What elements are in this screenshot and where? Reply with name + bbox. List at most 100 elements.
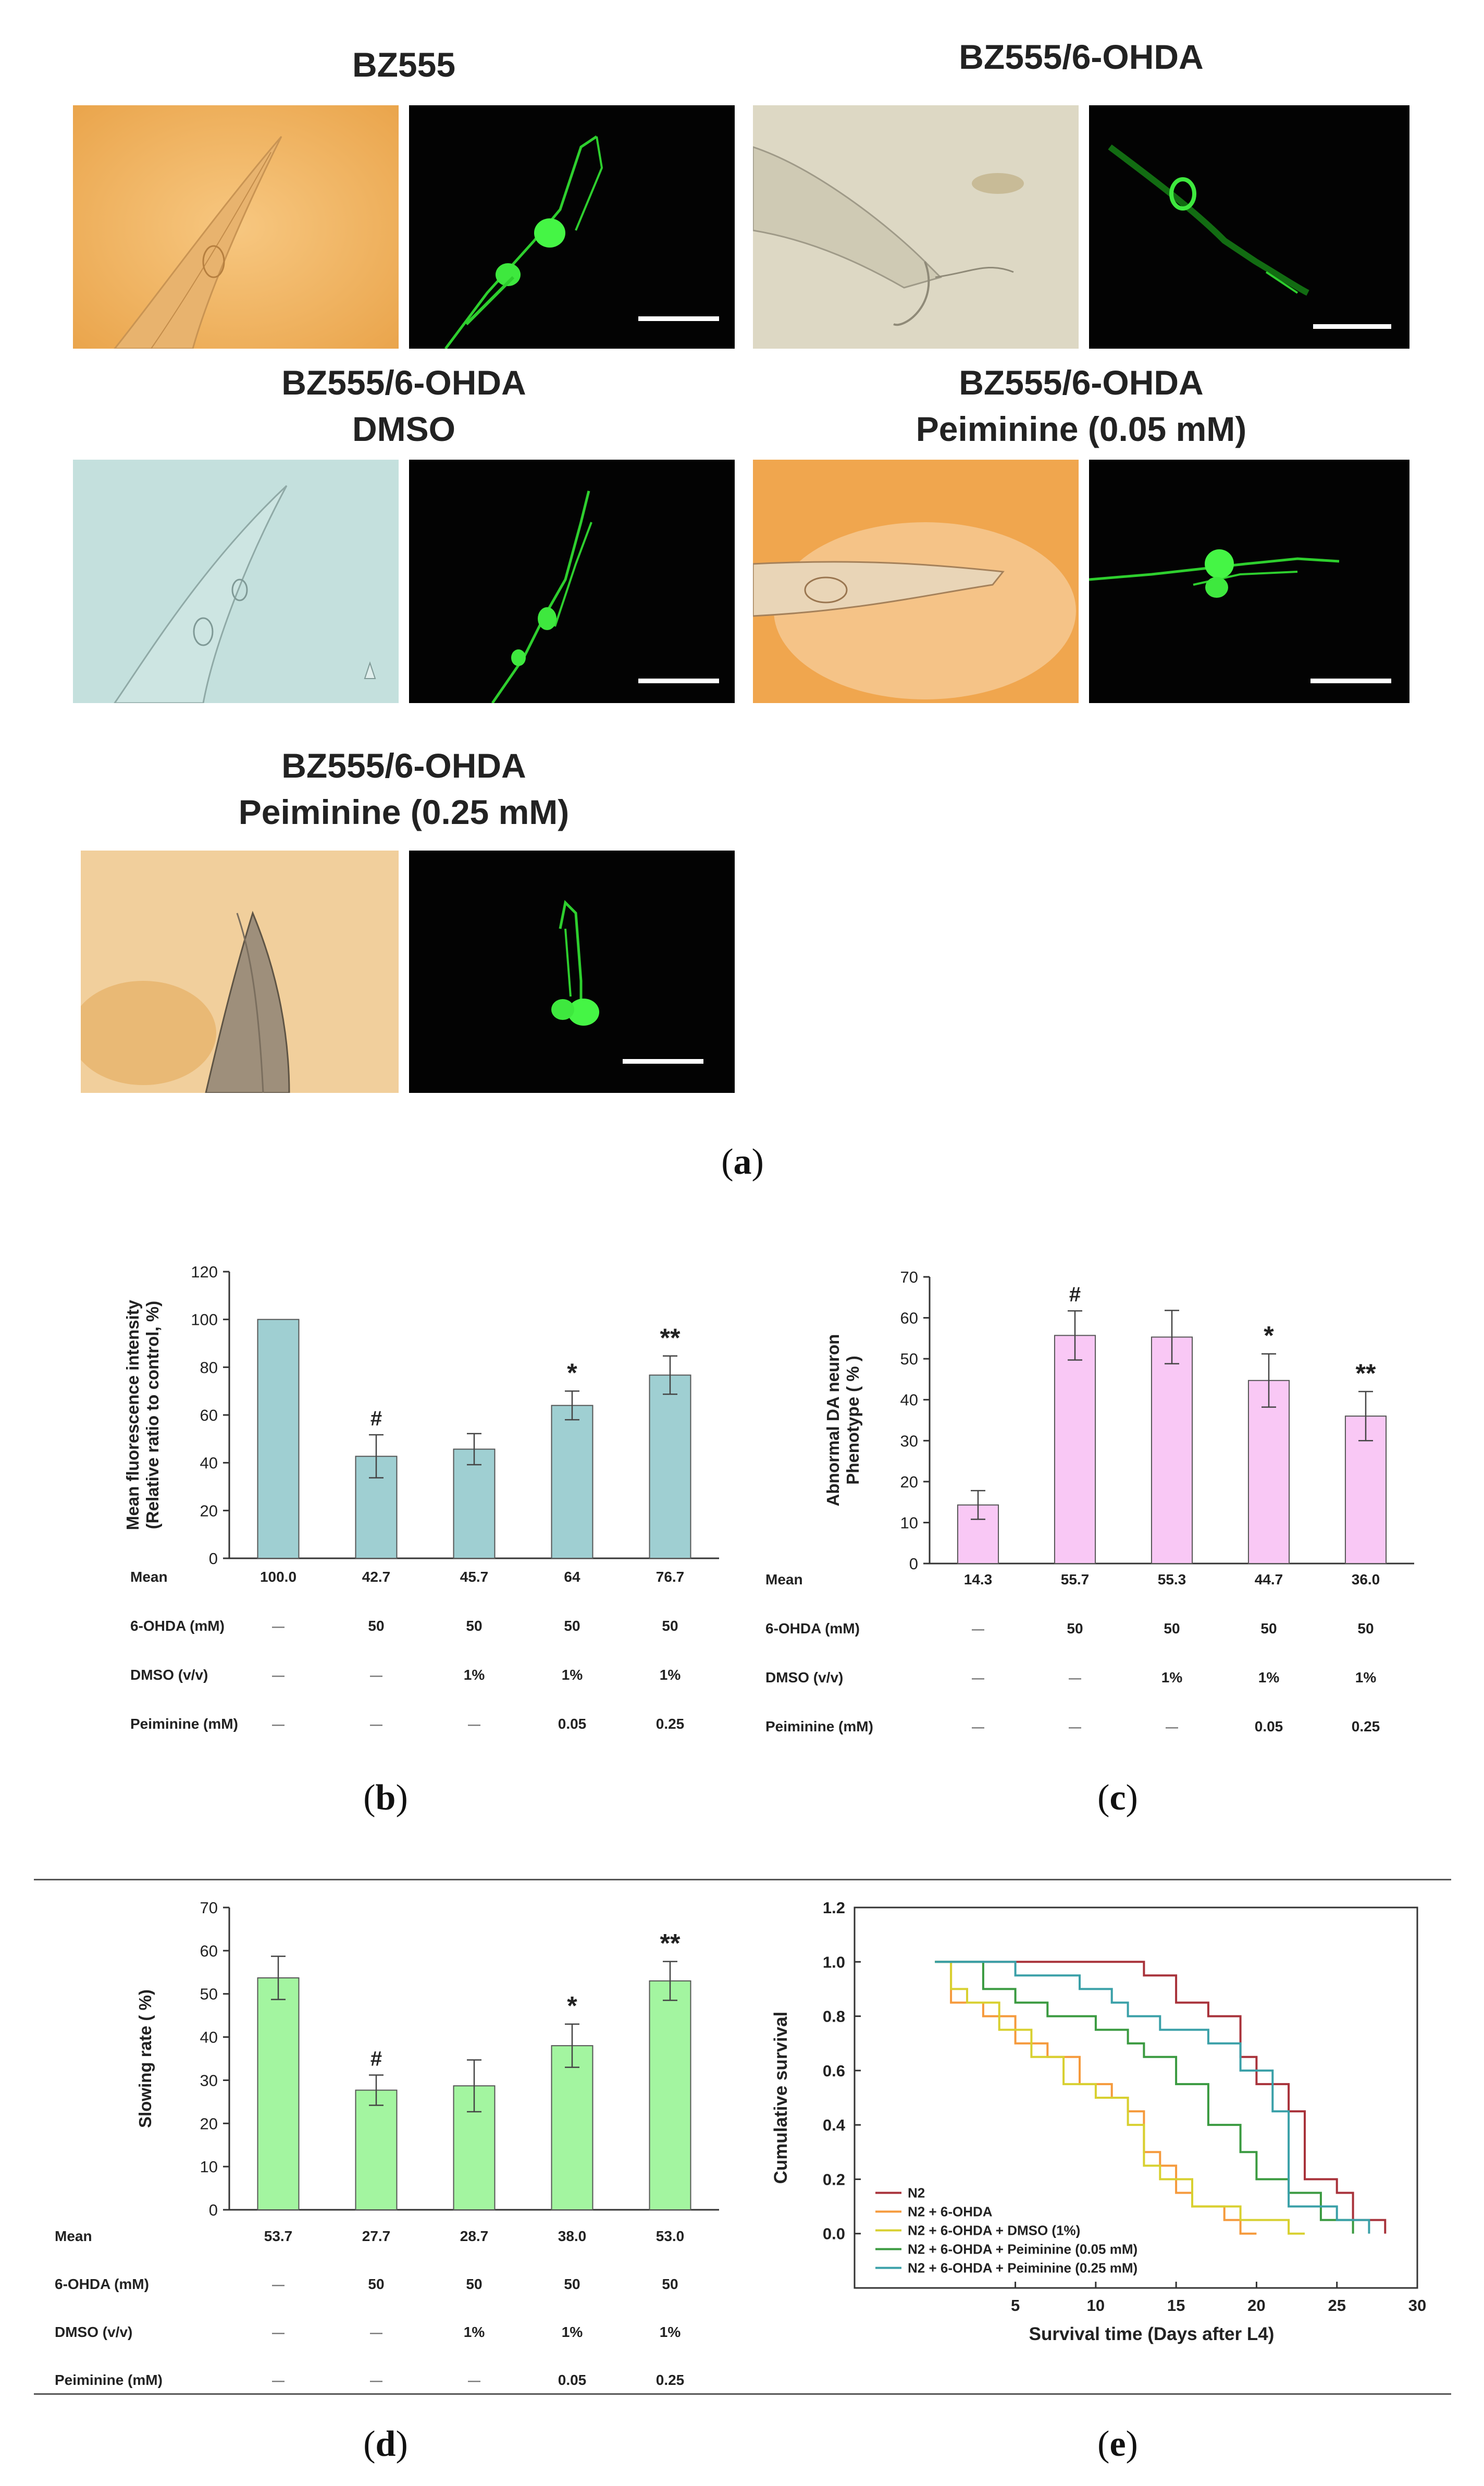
significance-mark: * [567,1991,577,2021]
table-cell: — [1166,1720,1178,1734]
table-cell: 1% [1258,1669,1280,1685]
y-tick-label: 0 [909,1555,918,1573]
bar [1054,1335,1096,1564]
y-tick-label: 0.0 [823,2225,845,2243]
panel-title-bz555-6ohda-dmso: BZ555/6-OHDA DMSO [281,363,526,449]
table-cell: — [468,1718,480,1732]
x-axis-label: Survival time (Days after L4) [1029,2324,1275,2344]
subfigure-label-a: (a) [721,1142,764,1182]
table-cell: — [370,1718,382,1732]
table-cell: — [272,2278,285,2292]
table-row-label: Peiminine (mM) [55,2372,163,2388]
table-row-label: 6-OHDA (mM) [55,2276,149,2292]
table-cell: — [272,2326,285,2340]
subfigure-label-e: (e) [1097,2424,1138,2464]
y-tick-label: 60 [900,1309,918,1327]
table-row-label: DMSO (v/v) [765,1669,843,1685]
survival-curve [935,1961,1387,2234]
table-cell: 55.3 [1158,1571,1186,1587]
y-axis-label: (Relative ratio to control, %) [143,1301,162,1529]
scale-bar [638,679,719,683]
x-tick-label: 10 [1087,2296,1105,2315]
significance-mark: ** [1356,1359,1376,1388]
table-cell: — [370,2374,382,2388]
bar [551,1405,593,1559]
table-cell: 0.25 [1352,1718,1380,1734]
y-axis-label: Slowing rate ( %) [135,1989,155,2128]
bar [649,1374,691,1559]
table-cell: 44.7 [1255,1571,1283,1587]
table-cell: 53.7 [264,2228,293,2244]
bar [453,1448,496,1559]
significance-mark: ** [660,1929,681,1958]
table-cell: — [972,1720,984,1734]
significance-mark: ** [660,1323,681,1352]
chart-e: 0.0 0.2 0.4 0.6 0.8 1.0 1.2 5 10 15 20 25 30 Survival… [771,1899,1426,2344]
y-axis-label: Abnormal DA neuron [823,1334,843,1507]
fluorescence-image [409,851,735,1093]
y-tick-label: 30 [900,1432,918,1450]
table-cell: 64 [564,1569,580,1585]
table-row-label: Mean [55,2228,92,2244]
significance-mark: # [370,2047,382,2070]
y-tick-label: 1.2 [823,1899,845,1917]
y-tick-label: 60 [200,1406,218,1424]
table-cell: 55.7 [1061,1571,1090,1587]
table-cell: 1% [1355,1669,1377,1685]
table-cell: 50 [368,1618,384,1634]
table-cell: 50 [1067,1620,1083,1636]
brightfield-image [753,460,1079,703]
y-tick-label: 50 [900,1350,918,1368]
table-cell: 42.7 [362,1569,391,1585]
bar [257,1977,300,2211]
table-row-label: 6-OHDA (mM) [765,1620,860,1636]
table-cell: 38.0 [558,2228,587,2244]
table-cell: 50 [564,2276,580,2292]
bar [1247,1380,1290,1564]
y-tick-label: 40 [900,1391,918,1409]
subfigure-label-c: (c) [1097,1778,1138,1818]
scale-bar [638,316,719,321]
bar [355,2089,398,2210]
y-axis-label: Mean fluorescence intensity [123,1299,142,1530]
table-cell: 76.7 [656,1569,685,1585]
y-tick-label: 0.6 [823,2062,845,2080]
table-cell: 36.0 [1352,1571,1380,1587]
divider-top [34,1879,1451,1880]
table-cell: 0.05 [558,2372,587,2388]
table-cell: 45.7 [460,1569,489,1585]
table-row-label: DMSO (v/v) [55,2324,132,2340]
y-axis-label: Phenotype ( % ) [843,1356,862,1485]
table-cell: 50 [662,2276,678,2292]
y-tick-label: 30 [200,2071,218,2089]
legend-label: N2 + 6-OHDA + Peiminine (0.25 mM) [908,2260,1137,2276]
legend-label: N2 + 6-OHDA + Peiminine (0.05 mM) [908,2242,1137,2257]
table-cell: 1% [562,2324,583,2340]
legend-label: N2 [908,2185,925,2201]
table-cell: 1% [660,1667,681,1683]
table-cell: — [272,2374,285,2388]
table-cell: 14.3 [964,1571,993,1587]
table-cell: — [1069,1671,1081,1685]
y-tick-label: 0.2 [823,2170,845,2188]
table-row-label: Peiminine (mM) [765,1718,873,1734]
table-cell: 53.0 [656,2228,685,2244]
legend-label: N2 + 6-OHDA [908,2204,993,2220]
y-tick-label: 20 [200,2114,218,2133]
table-cell: 1% [464,2324,485,2340]
y-tick-label: 0.8 [823,2008,845,2026]
table-cell: — [1069,1720,1081,1734]
y-tick-label: 120 [191,1263,218,1281]
table-cell: — [468,2374,480,2388]
table-cell: 50 [662,1618,678,1634]
table-cell: 50 [466,1618,482,1634]
scale-bar [1310,679,1391,683]
y-tick-label: 70 [200,1899,218,1917]
panel-title-bz555: BZ555 [352,45,456,84]
y-axis-label: Cumulative survival [771,2012,791,2184]
fluorescence-image [1089,105,1409,349]
table-cell: 0.05 [558,1716,587,1732]
